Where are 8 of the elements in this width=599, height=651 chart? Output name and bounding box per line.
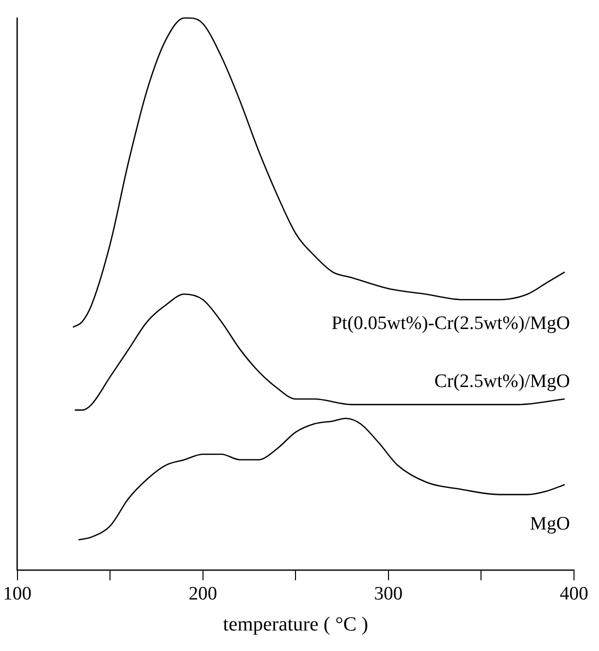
x-tick-label: 300 bbox=[374, 584, 403, 605]
x-tick-label: 100 bbox=[3, 584, 32, 605]
x-tick-label: 200 bbox=[188, 584, 218, 605]
x-axis-title: temperature ( °C ) bbox=[223, 613, 368, 636]
x-tick-label: 400 bbox=[560, 584, 588, 605]
series-label: Pt(0.05wt%)-Cr(2.5wt%)/MgO bbox=[331, 312, 570, 334]
series-label: MgO bbox=[530, 514, 570, 535]
series-label: Cr(2.5wt%)/MgO bbox=[434, 371, 570, 392]
